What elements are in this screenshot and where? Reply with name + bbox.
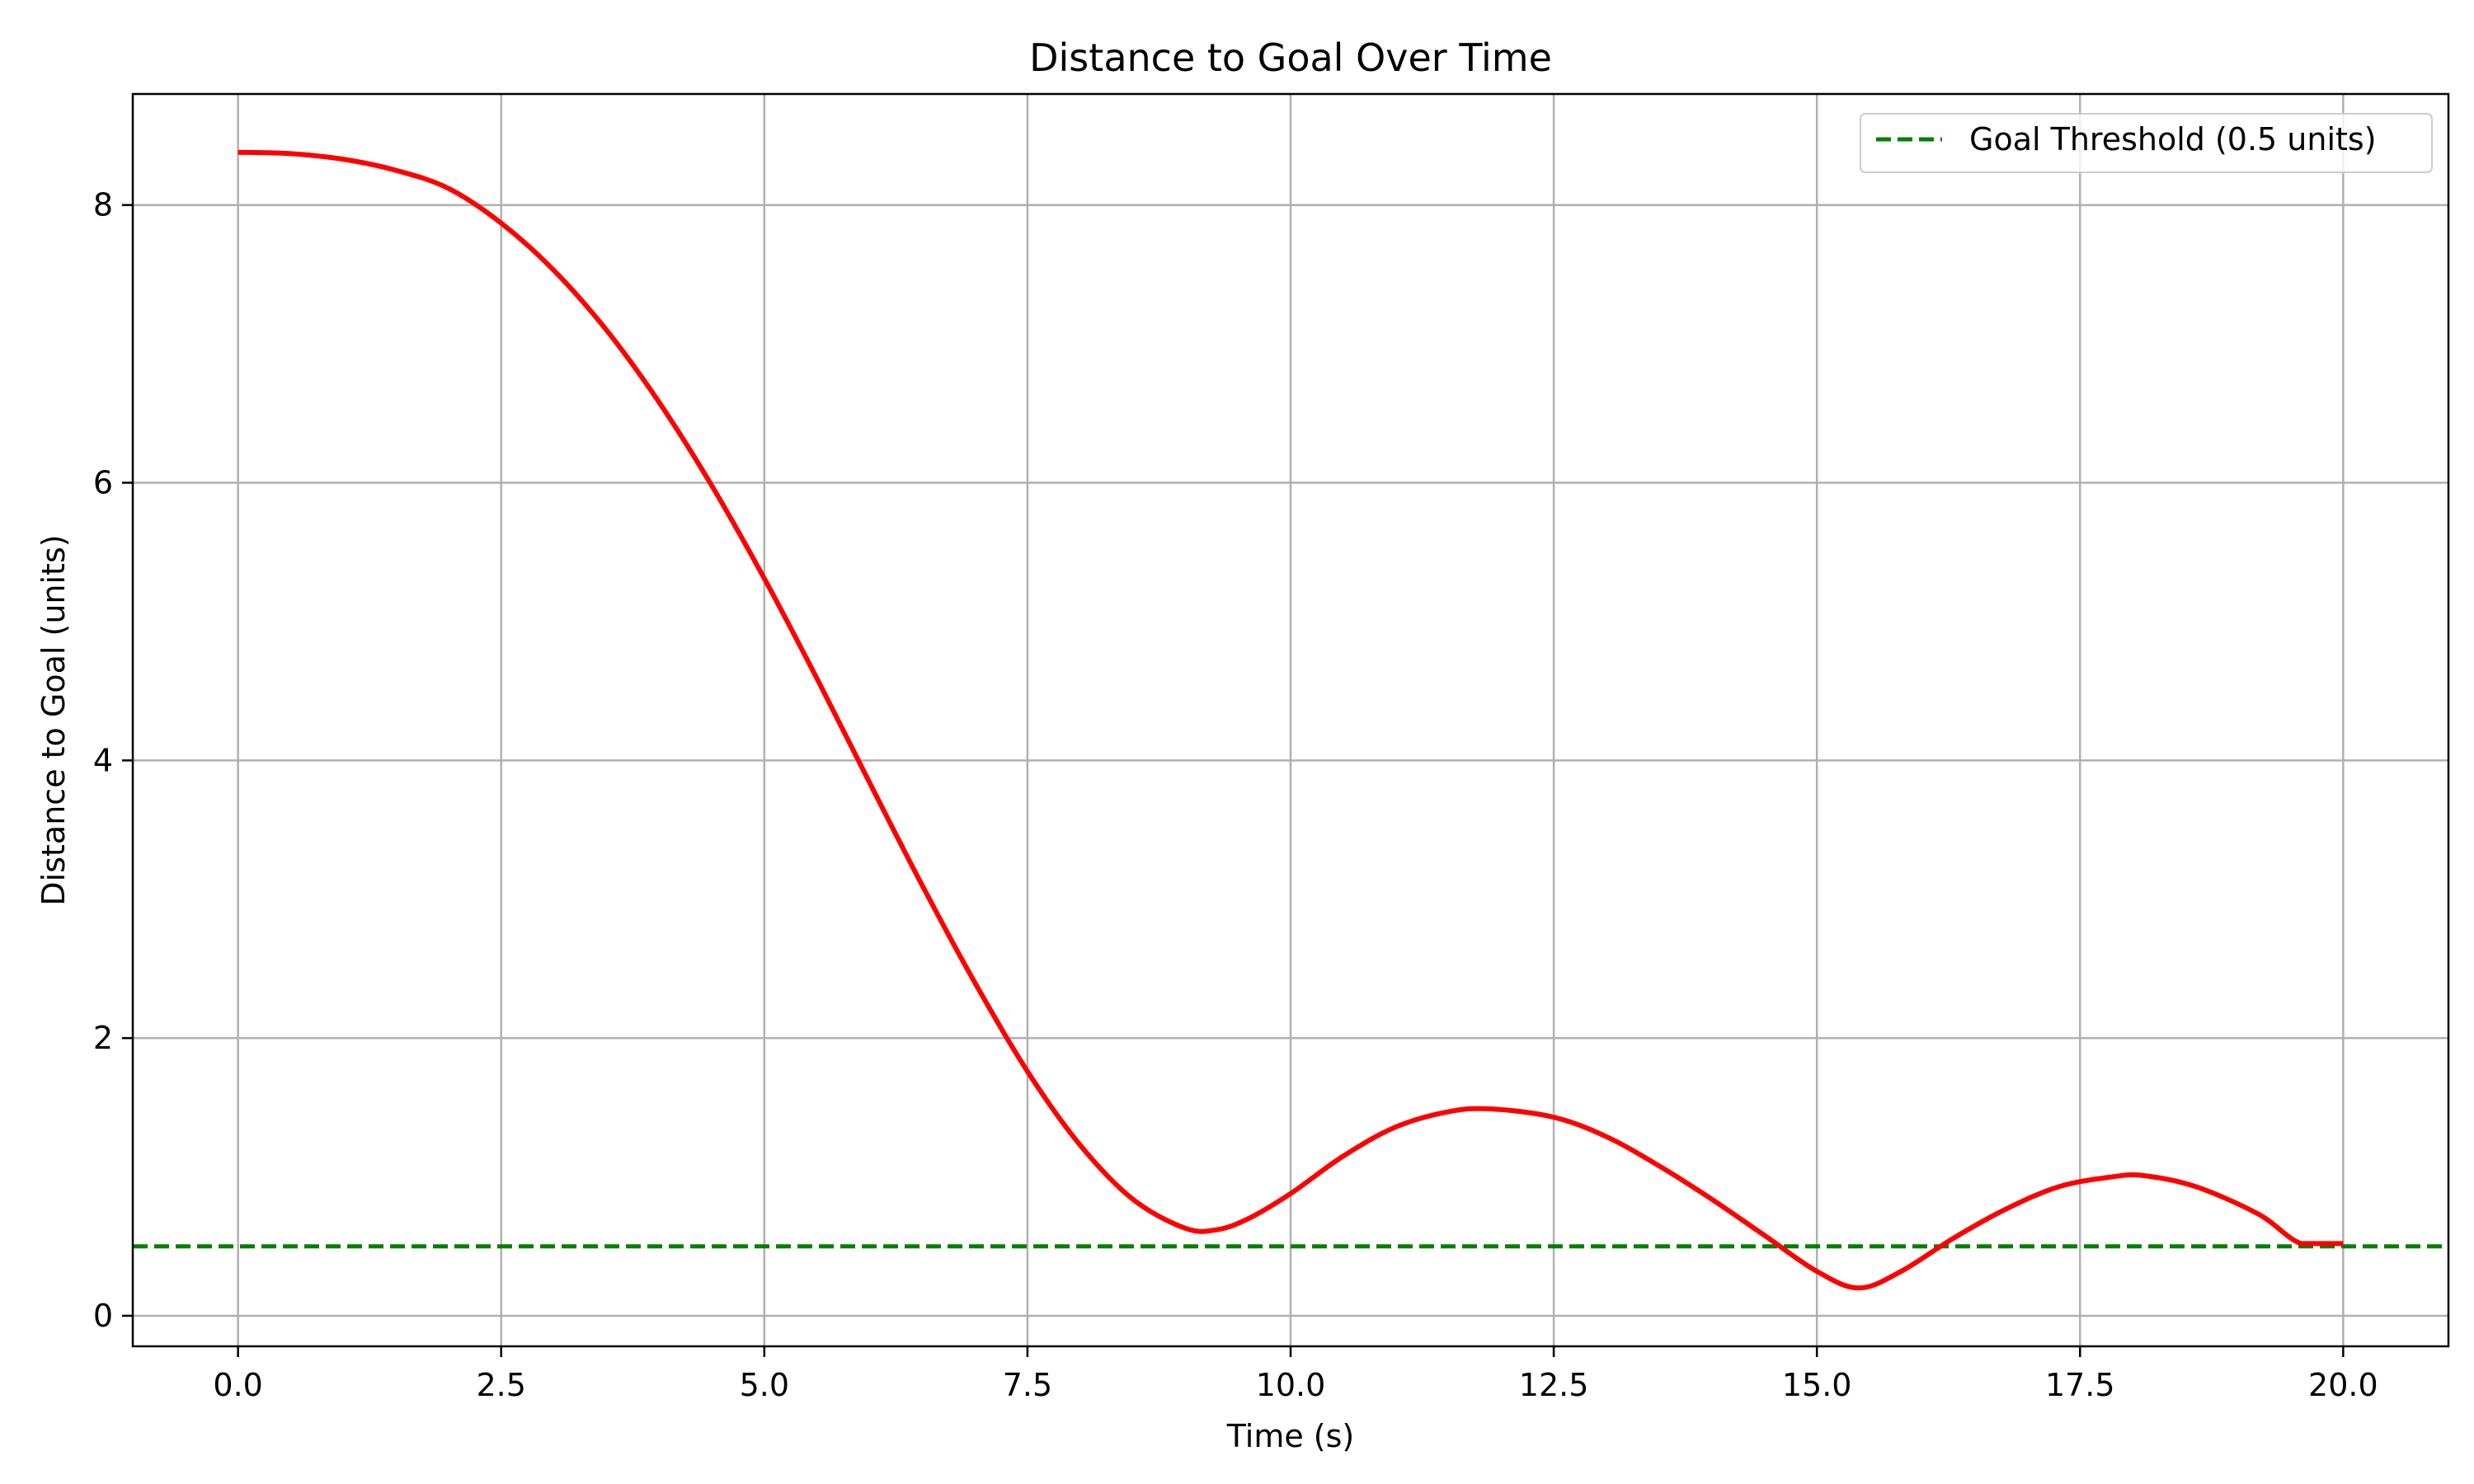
x-axis-label: Time (s) bbox=[1226, 1418, 1355, 1454]
x-axis-ticks: 0.0 2.5 5.0 7.5 10.0 12.5 15.0 17.5 20.0 bbox=[213, 1346, 2378, 1403]
x-tick-label: 0.0 bbox=[213, 1367, 262, 1403]
x-tick-label: 15.0 bbox=[1782, 1367, 1852, 1403]
y-tick-label: 8 bbox=[93, 187, 113, 223]
y-tick-label: 6 bbox=[93, 465, 113, 501]
chart-title: Distance to Goal Over Time bbox=[1029, 35, 1552, 80]
x-tick-label: 17.5 bbox=[2045, 1367, 2115, 1403]
legend: Goal Threshold (0.5 units) bbox=[1860, 113, 2433, 173]
legend-box bbox=[1860, 113, 2433, 173]
legend-label-threshold: Goal Threshold (0.5 units) bbox=[1969, 121, 2377, 157]
series-group bbox=[238, 149, 2344, 1291]
grid bbox=[133, 94, 2448, 1346]
y-tick-label: 0 bbox=[93, 1298, 113, 1334]
y-axis-ticks: 0 2 4 6 8 bbox=[93, 187, 133, 1334]
x-tick-label: 5.0 bbox=[740, 1367, 789, 1403]
x-tick-label: 2.5 bbox=[477, 1367, 526, 1403]
x-tick-label: 10.0 bbox=[1256, 1367, 1326, 1403]
x-tick-label: 20.0 bbox=[2308, 1367, 2378, 1403]
y-axis-label: Distance to Goal (units) bbox=[35, 534, 72, 905]
x-tick-label: 7.5 bbox=[1003, 1367, 1052, 1403]
y-tick-label: 4 bbox=[93, 742, 113, 778]
x-tick-label: 12.5 bbox=[1519, 1367, 1589, 1403]
distance-series-line bbox=[238, 149, 2344, 1291]
y-tick-label: 2 bbox=[93, 1020, 113, 1056]
